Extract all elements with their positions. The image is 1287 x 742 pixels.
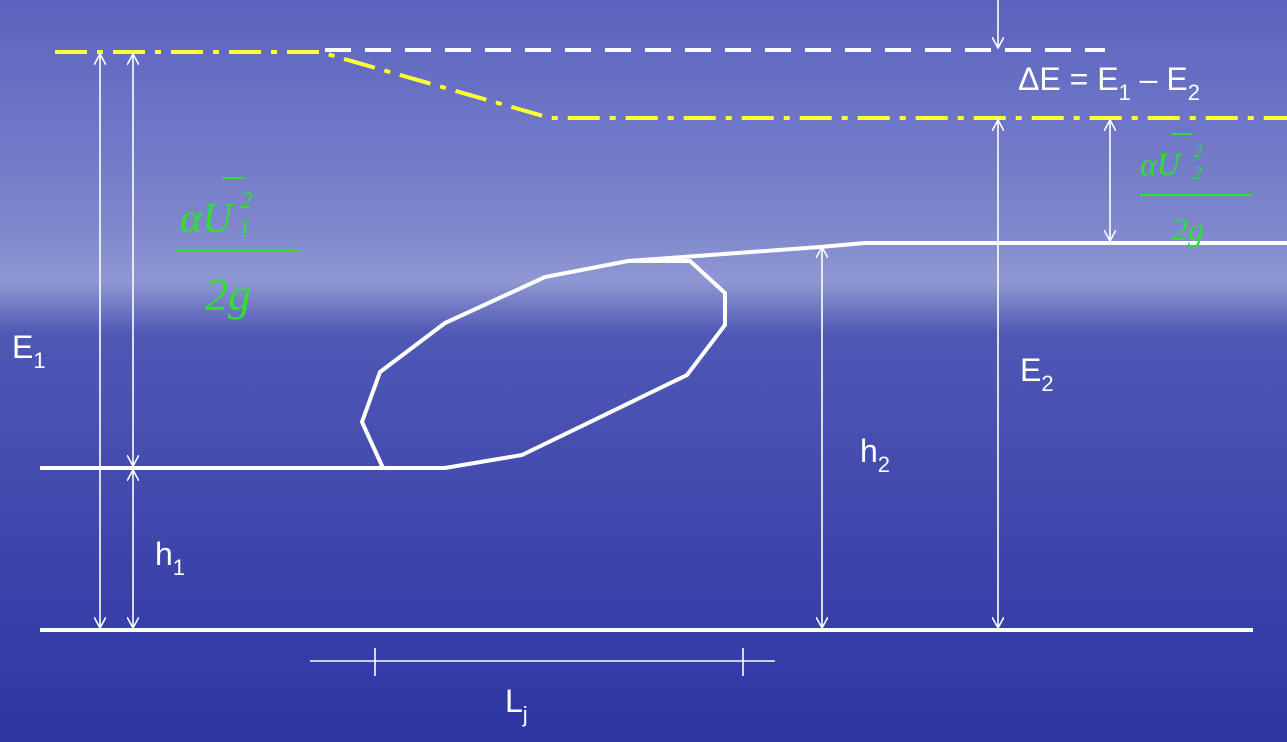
- denominator: 2g: [1172, 211, 1204, 247]
- diagram: E1 E2 h1 h2 Lj ΔE = E1 – E2 αU21 2g αU22…: [0, 0, 1287, 742]
- denominator: 2g: [205, 269, 251, 320]
